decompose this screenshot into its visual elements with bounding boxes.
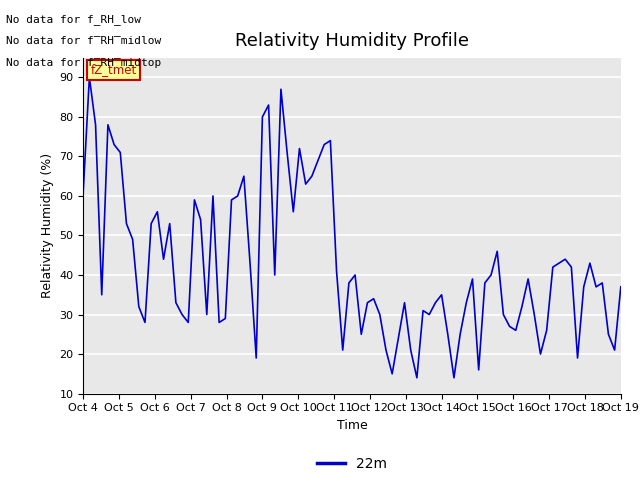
Y-axis label: Relativity Humidity (%): Relativity Humidity (%) bbox=[41, 153, 54, 298]
X-axis label: Time: Time bbox=[337, 419, 367, 432]
Title: Relativity Humidity Profile: Relativity Humidity Profile bbox=[235, 33, 469, 50]
Text: No data for f̅RH̅midtop: No data for f̅RH̅midtop bbox=[6, 58, 162, 68]
Text: fZ_tmet: fZ_tmet bbox=[91, 63, 137, 76]
Legend: 22m: 22m bbox=[312, 451, 392, 476]
Text: No data for f_RH_low: No data for f_RH_low bbox=[6, 14, 141, 25]
Text: No data for f̅RH̅midlow: No data for f̅RH̅midlow bbox=[6, 36, 162, 46]
